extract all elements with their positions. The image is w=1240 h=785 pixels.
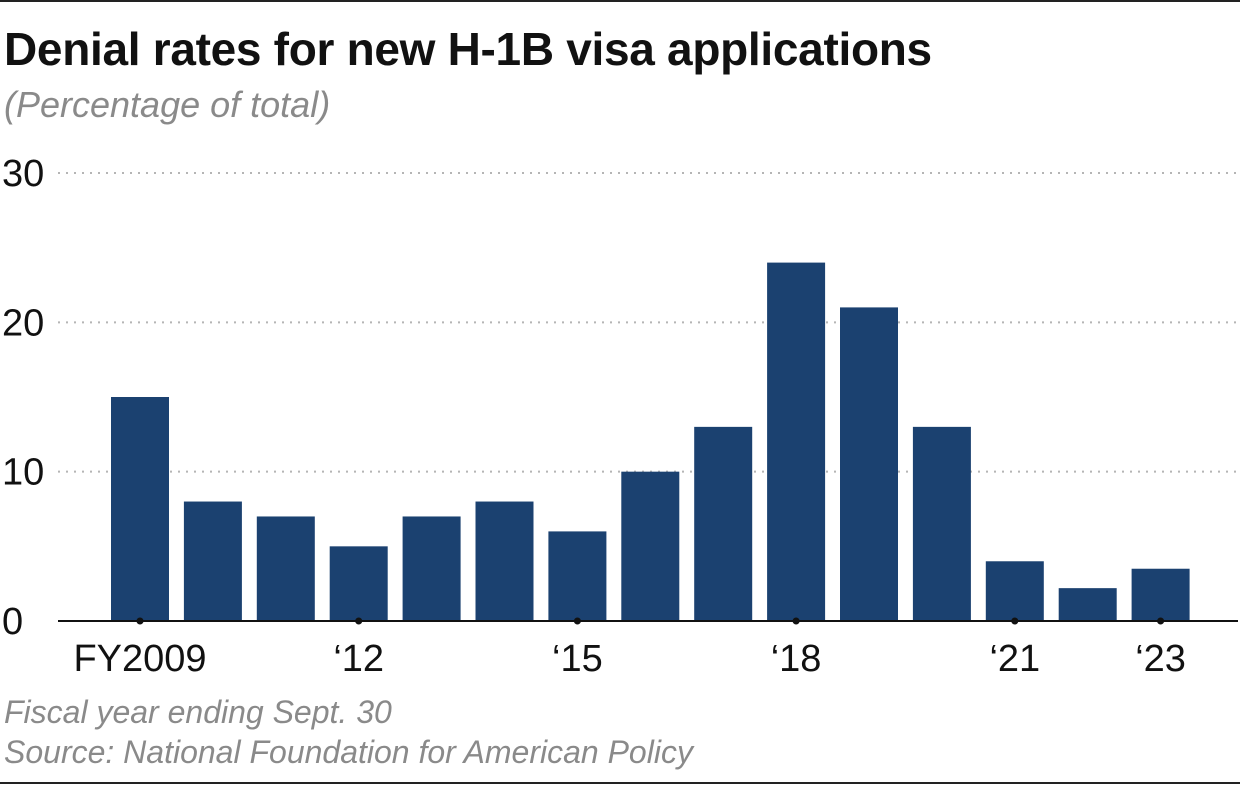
y-tick-label: 10	[2, 452, 44, 494]
x-tick-mark	[792, 617, 800, 625]
bar-2022	[1058, 588, 1117, 621]
x-tick-mark	[355, 617, 363, 625]
y-tick-label: 0	[2, 601, 23, 643]
bar-2011	[256, 516, 315, 621]
chart-subtitle: (Percentage of total)	[4, 84, 331, 125]
bar-'15	[548, 531, 607, 621]
x-tick-mark	[136, 617, 144, 625]
gridlines	[58, 172, 1238, 473]
bars	[111, 262, 1190, 621]
bar-'12	[329, 546, 388, 621]
x-axis-ticks: FY2009 ‘12 ‘15 ‘18 ‘21 ‘23	[73, 617, 1186, 680]
bar-2020	[912, 426, 971, 621]
bottom-rule	[0, 782, 1240, 784]
bar-2016	[621, 471, 680, 621]
y-tick-label: 20	[2, 302, 44, 344]
bar-'18	[767, 262, 826, 621]
bar-2014	[475, 501, 534, 621]
bar-2010	[183, 501, 242, 621]
x-tick-label: ‘15	[552, 638, 603, 680]
x-tick-mark	[573, 617, 581, 625]
source-note: Source: National Foundation for American…	[4, 734, 693, 770]
x-tick-label: ‘23	[1135, 638, 1186, 680]
bar-'23	[1131, 568, 1190, 621]
x-tick-label: ‘21	[989, 638, 1040, 680]
bar-2013	[402, 516, 461, 621]
x-tick-mark	[1157, 617, 1165, 625]
top-rule	[0, 0, 1240, 2]
bar-2017	[694, 426, 753, 621]
bar-FY2009	[111, 397, 169, 621]
bar-'21	[985, 561, 1044, 621]
y-axis-ticks: 0 10 20 30	[2, 153, 44, 643]
fiscal-year-note: Fiscal year ending Sept. 30	[4, 694, 392, 730]
bar-2019	[840, 307, 898, 621]
y-tick-label: 30	[2, 153, 44, 195]
x-tick-label: ‘18	[771, 638, 822, 680]
chart-title: Denial rates for new H-1B visa applicati…	[4, 23, 932, 75]
bar-chart: 0 10 20 30 FY2009 ‘12 ‘15 ‘18 ‘21 ‘23	[2, 153, 1238, 680]
x-tick-label: ‘12	[333, 638, 384, 680]
x-tick-mark	[1011, 617, 1019, 625]
x-tick-label: FY2009	[73, 638, 206, 680]
